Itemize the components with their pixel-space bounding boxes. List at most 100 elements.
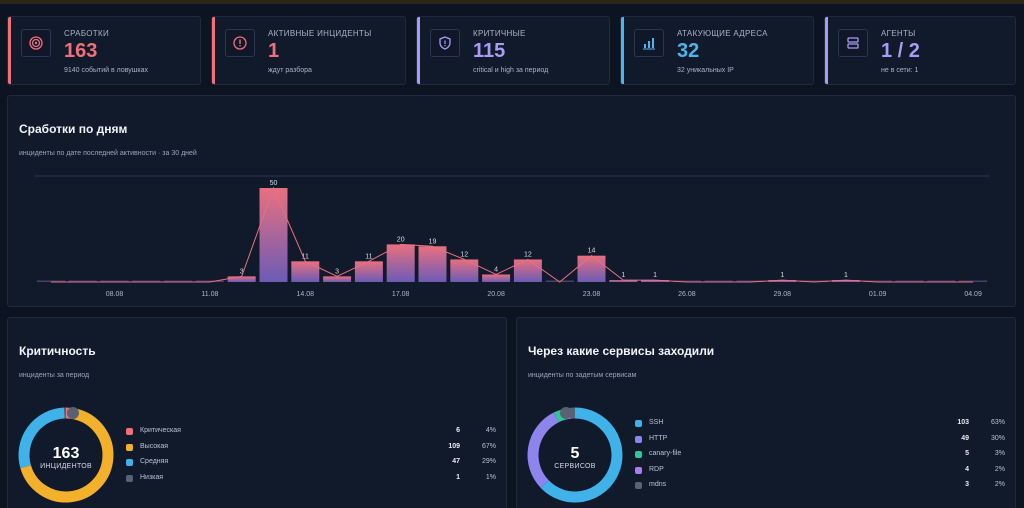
donut-slice[interactable] [20, 408, 114, 503]
x-tick-label: 04.09 [964, 291, 982, 298]
bar-value-label: 3 [335, 268, 339, 275]
x-tick-label: 20.08 [487, 291, 505, 298]
stat-card[interactable]: АГЕНТЫ 1 / 2 не в сети: 1 [824, 16, 1016, 85]
legend-name: HTTP [649, 434, 668, 442]
severity-total: 163 [52, 445, 80, 462]
x-tick-label: 23.08 [583, 291, 601, 298]
legend-swatch [635, 451, 642, 458]
bar-value-label: 1 [844, 272, 848, 279]
donut-slice[interactable] [18, 407, 65, 469]
chart-bar[interactable] [768, 280, 797, 282]
stat-value: 1 / 2 [881, 40, 920, 62]
chart-bar[interactable] [323, 276, 352, 282]
bar-value-label: 1 [621, 272, 625, 279]
legend-percent: 67% [481, 442, 496, 450]
chart-bar[interactable] [386, 244, 415, 282]
chart-bar[interactable] [164, 280, 193, 283]
stat-label: АТАКУЮЩИЕ АДРЕСА [677, 29, 768, 38]
chart-bar[interactable] [895, 280, 924, 283]
chart-bar[interactable] [450, 259, 479, 282]
bar-value-label: 4 [494, 266, 498, 273]
bar-value-label: 3 [240, 268, 244, 275]
stat-accent-bar [621, 17, 624, 84]
legend-row[interactable]: Низкая 1 1% [126, 473, 496, 485]
legend-percent: 2% [994, 465, 1005, 473]
chart-bar[interactable] [545, 280, 574, 283]
legend-row[interactable]: Средняя 47 29% [126, 457, 496, 469]
chart-bar[interactable] [863, 280, 892, 283]
x-tick-label: 17.08 [392, 291, 410, 298]
services-total: 5 [570, 445, 580, 462]
chart-bar[interactable] [259, 188, 288, 282]
chart-bar[interactable] [418, 246, 447, 282]
chart-bar[interactable] [831, 280, 860, 282]
legend-name: SSH [649, 419, 664, 426]
chart-bar[interactable] [959, 280, 988, 283]
legend-row[interactable]: RDP 4 2% [635, 465, 1005, 477]
x-tick-label: 14.08 [297, 291, 315, 298]
stat-sub: ждут разбора [268, 67, 312, 74]
chart-bar[interactable] [68, 280, 97, 283]
legend-swatch [126, 443, 133, 451]
chart-bar[interactable] [577, 255, 606, 282]
chart-bar[interactable] [291, 261, 320, 282]
x-tick-label: 08.08 [106, 291, 124, 298]
legend-count: 103 [957, 419, 969, 426]
chart-bar[interactable] [36, 280, 65, 283]
chart-bar[interactable] [354, 261, 383, 282]
legend-count: 6 [456, 427, 460, 434]
stat-card[interactable]: СРАБОТКИ 163 9140 событий в ловушках [7, 16, 201, 85]
legend-name: Критическая [140, 427, 181, 434]
bar-value-label: 50 [270, 180, 278, 187]
legend-row[interactable]: HTTP 49 30% [635, 434, 1005, 446]
chart-bar[interactable] [704, 280, 733, 283]
chart-bar[interactable] [195, 280, 224, 283]
legend-row[interactable]: SSH 103 63% [635, 418, 1005, 430]
stat-card[interactable]: АТАКУЮЩИЕ АДРЕСА 32 32 уникальных IP [620, 16, 814, 85]
legend-count: 1 [456, 473, 460, 481]
legend-swatch [635, 435, 642, 443]
legend-percent: 2% [994, 481, 1005, 488]
legend-row[interactable]: Высокая 109 67% [126, 442, 496, 454]
legend-swatch [126, 459, 133, 466]
legend-count: 47 [452, 458, 460, 465]
x-tick-label: 29.08 [774, 291, 792, 298]
legend-swatch [126, 474, 133, 482]
x-tick-label: 11.08 [201, 291, 218, 298]
daily-chart-title: Сработки по дням [19, 122, 128, 136]
stat-accent-bar [212, 17, 215, 84]
donut-slice[interactable] [540, 407, 623, 503]
donut-slice[interactable] [527, 412, 560, 488]
chart-bar[interactable] [800, 280, 829, 283]
chart-bar[interactable] [227, 276, 256, 282]
legend-name: Средняя [140, 458, 169, 465]
legend-row[interactable]: Критическая 6 4% [126, 426, 496, 438]
legend-name: canary-file [649, 450, 682, 457]
chart-bar[interactable] [513, 259, 542, 282]
legend-count: 109 [448, 442, 460, 450]
legend-swatch [635, 466, 642, 474]
bar-value-label: 12 [524, 251, 532, 258]
severity-panel: Критичность инциденты за период 163 ИНЦИ… [7, 317, 507, 508]
chart-bar[interactable] [736, 280, 765, 283]
legend-count: 5 [965, 450, 969, 457]
stat-sub: critical и high за период [473, 67, 549, 74]
severity-donut [18, 407, 114, 503]
stat-card[interactable]: АКТИВНЫЕ ИНЦИДЕНТЫ 1 ждут разбора [211, 16, 406, 85]
legend-swatch [635, 482, 642, 489]
chart-bar[interactable] [482, 274, 511, 282]
legend-percent: 3% [994, 450, 1005, 457]
chart-bar[interactable] [927, 280, 956, 283]
legend-row[interactable]: mdns 3 2% [635, 480, 1005, 492]
chart-bar[interactable] [641, 280, 670, 282]
chart-bar[interactable] [100, 280, 129, 283]
stat-accent-bar [417, 17, 420, 84]
stat-accent-bar [8, 17, 11, 84]
chart-bar[interactable] [132, 280, 161, 283]
chart-bar[interactable] [609, 280, 638, 282]
stat-card[interactable]: КРИТИЧНЫЕ 115 critical и high за период [416, 16, 610, 85]
legend-row[interactable]: canary-file 5 3% [635, 449, 1005, 461]
chart-bar[interactable] [672, 280, 701, 283]
stat-sub: 32 уникальных IP [677, 67, 734, 74]
